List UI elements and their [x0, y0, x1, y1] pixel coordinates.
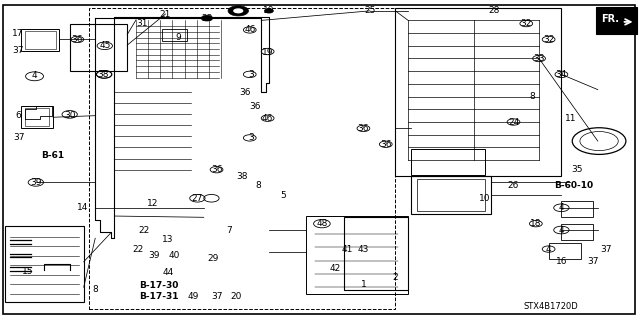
Text: STX4B1720D: STX4B1720D [524, 302, 579, 311]
Text: 49: 49 [188, 292, 199, 301]
Text: 35: 35 [572, 165, 583, 174]
Text: 3: 3 [248, 70, 254, 79]
Text: 8: 8 [92, 285, 98, 293]
Text: FR.: FR. [601, 14, 619, 24]
Text: 29: 29 [207, 254, 219, 263]
Text: 9: 9 [175, 33, 181, 42]
Text: 32: 32 [543, 35, 554, 44]
Circle shape [233, 8, 243, 13]
Bar [25, 31, 56, 49]
Text: B-61: B-61 [42, 151, 65, 160]
Text: 2: 2 [392, 273, 398, 282]
Text: 37: 37 [13, 133, 24, 142]
Text: 21: 21 [160, 10, 171, 19]
Text: 8: 8 [530, 92, 536, 101]
Bar [306, 216, 408, 293]
Text: 39: 39 [148, 251, 160, 260]
Text: 17: 17 [12, 29, 24, 38]
Text: 32: 32 [520, 19, 532, 28]
Text: 15: 15 [22, 267, 33, 276]
Text: 4: 4 [32, 71, 37, 80]
Text: 19: 19 [263, 6, 275, 15]
Text: 37: 37 [12, 46, 24, 55]
Text: 3: 3 [248, 133, 254, 142]
Text: 26: 26 [508, 181, 519, 190]
Text: 37: 37 [600, 245, 612, 254]
Text: 8: 8 [255, 181, 261, 190]
Bar [548, 243, 580, 259]
Bar [89, 8, 396, 309]
Text: 4: 4 [559, 226, 564, 234]
Text: 5: 5 [281, 190, 287, 200]
Text: 28: 28 [489, 6, 500, 15]
Text: 25: 25 [364, 6, 376, 15]
Text: 18: 18 [530, 219, 541, 228]
Bar [344, 217, 408, 290]
Text: 36: 36 [239, 88, 251, 97]
Text: 20: 20 [230, 292, 241, 301]
Text: 33: 33 [533, 54, 545, 63]
Text: 44: 44 [163, 268, 173, 277]
Text: 4: 4 [559, 203, 564, 212]
Bar [21, 106, 53, 128]
Bar [411, 149, 484, 175]
Text: 10: 10 [479, 194, 490, 203]
Text: B-17-31: B-17-31 [139, 292, 178, 300]
Bar [162, 29, 187, 41]
Text: 1: 1 [360, 279, 366, 288]
Text: 31: 31 [137, 19, 148, 28]
Text: 47: 47 [232, 7, 244, 16]
Text: B-17-30: B-17-30 [139, 281, 178, 290]
Text: B-60-10: B-60-10 [555, 181, 594, 190]
Bar [561, 201, 593, 217]
Bar [561, 224, 593, 240]
Bar [70, 24, 127, 71]
Text: 36: 36 [380, 140, 392, 149]
Bar [417, 179, 484, 211]
Text: 43: 43 [358, 245, 369, 254]
Bar [596, 7, 637, 34]
Text: 36: 36 [358, 124, 369, 133]
Text: 39: 39 [30, 178, 42, 187]
Text: 46: 46 [244, 26, 255, 34]
Text: 12: 12 [147, 199, 158, 208]
Bar [5, 226, 84, 302]
Text: 14: 14 [77, 203, 88, 212]
Text: 45: 45 [99, 41, 111, 50]
Text: 13: 13 [163, 235, 174, 244]
Bar [411, 176, 491, 214]
Circle shape [264, 9, 273, 13]
Text: 37: 37 [211, 292, 222, 301]
Text: 16: 16 [556, 257, 567, 266]
Text: 48: 48 [316, 219, 328, 228]
Text: 11: 11 [564, 114, 576, 123]
Text: 34: 34 [556, 70, 567, 79]
Text: 41: 41 [342, 245, 353, 254]
Text: 40: 40 [169, 251, 180, 260]
Text: 22: 22 [132, 245, 143, 254]
Text: 46: 46 [262, 114, 273, 123]
Text: 38: 38 [97, 70, 109, 79]
Circle shape [228, 6, 248, 16]
Text: 6: 6 [16, 111, 22, 121]
Text: 30: 30 [64, 111, 76, 120]
Text: 7: 7 [227, 226, 232, 234]
Text: 42: 42 [329, 263, 340, 273]
Text: 27: 27 [192, 194, 203, 203]
Text: 36: 36 [249, 102, 260, 111]
Text: 36: 36 [71, 35, 83, 44]
Text: 19: 19 [262, 48, 273, 57]
Bar [396, 8, 561, 176]
Text: 23: 23 [201, 14, 212, 23]
Text: 38: 38 [236, 172, 248, 181]
Text: 36: 36 [211, 165, 222, 174]
Text: 24: 24 [508, 117, 519, 127]
Text: 4: 4 [546, 245, 552, 254]
Bar [21, 29, 60, 51]
Circle shape [201, 15, 212, 21]
Text: 22: 22 [139, 226, 150, 234]
Text: 37: 37 [588, 257, 599, 266]
Bar [25, 108, 49, 126]
Circle shape [232, 8, 242, 13]
